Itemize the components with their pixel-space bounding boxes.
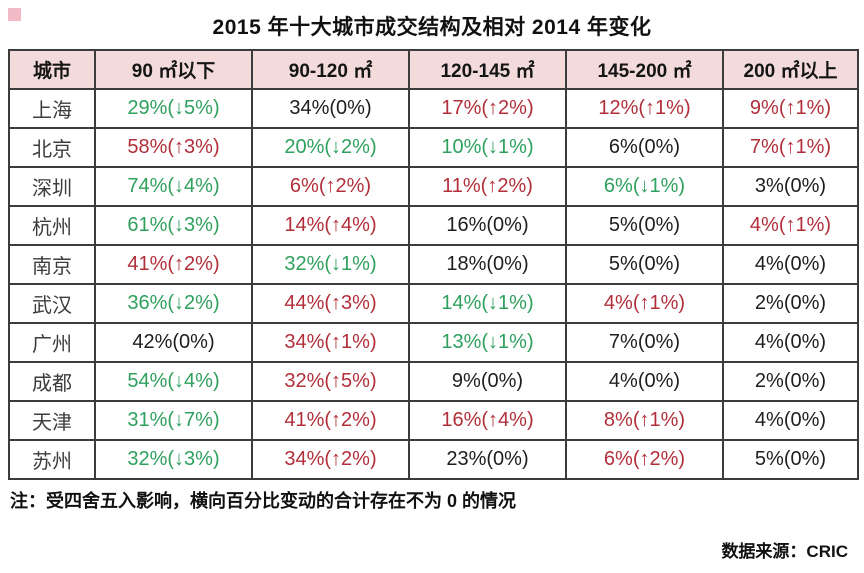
value-cell: 11%(↑2%) (408, 166, 567, 207)
table-row: 天津 31%(↓7%) 41%(↑2%) 16%(↑4%) 8%(↑1%) 4%(0%) (8, 400, 859, 441)
value-cell: 34%(↑1%) (251, 322, 410, 363)
value-cell: 16%(↑4%) (408, 400, 567, 441)
value-cell: 9%(↑1%) (722, 88, 859, 129)
city-cell: 广州 (8, 322, 96, 363)
city-cell: 成都 (8, 361, 96, 402)
value-cell: 31%(↓7%) (94, 400, 253, 441)
value-cell: 32%(↓3%) (94, 439, 253, 480)
value-cell: 6%(↓1%) (565, 166, 724, 207)
col-header-under-90: 90 ㎡以下 (94, 49, 253, 90)
city-cell: 武汉 (8, 283, 96, 324)
value-cell: 17%(↑2%) (408, 88, 567, 129)
value-cell: 36%(↓2%) (94, 283, 253, 324)
value-cell: 6%(↑2%) (565, 439, 724, 480)
city-cell: 深圳 (8, 166, 96, 207)
value-cell: 13%(↓1%) (408, 322, 567, 363)
table-row: 杭州 61%(↓3%) 14%(↑4%) 16%(0%) 5%(0%) 4%(↑1%) (8, 205, 859, 246)
value-cell: 6%(0%) (565, 127, 724, 168)
value-cell: 34%(0%) (251, 88, 410, 129)
value-cell: 6%(↑2%) (251, 166, 410, 207)
table-row: 南京 41%(↑2%) 32%(↓1%) 18%(0%) 5%(0%) 4%(0%) (8, 244, 859, 285)
value-cell: 12%(↑1%) (565, 88, 724, 129)
value-cell: 9%(0%) (408, 361, 567, 402)
value-cell: 74%(↓4%) (94, 166, 253, 207)
table-row: 广州 42%(0%) 34%(↑1%) 13%(↓1%) 7%(0%) 4%(0%) (8, 322, 859, 363)
data-source: 数据来源：CRIC (721, 542, 848, 561)
col-header-145-200: 145-200 ㎡ (565, 49, 724, 90)
value-cell: 32%(↓1%) (251, 244, 410, 285)
value-cell: 14%(↑4%) (251, 205, 410, 246)
value-cell: 2%(0%) (722, 361, 859, 402)
table-row: 北京 58%(↑3%) 20%(↓2%) 10%(↓1%) 6%(0%) 7%(↑1%) (8, 127, 859, 168)
col-header-120-145: 120-145 ㎡ (408, 49, 567, 90)
footnote: 注：受四舍五入影响，横向百分比变动的合计存在不为 0 的情况 (10, 491, 517, 511)
city-cell: 南京 (8, 244, 96, 285)
value-cell: 58%(↑3%) (94, 127, 253, 168)
table-row: 苏州 32%(↓3%) 34%(↑2%) 23%(0%) 6%(↑2%) 5%(0%) (8, 439, 859, 480)
value-cell: 23%(0%) (408, 439, 567, 480)
header-row: 城市 90 ㎡以下 90-120 ㎡ 120-145 ㎡ 145-200 ㎡ 2… (8, 49, 859, 90)
value-cell: 4%(0%) (722, 400, 859, 441)
value-cell: 41%(↑2%) (94, 244, 253, 285)
chart-title: 2015 年十大城市成交结构及相对 2014 年变化 (212, 16, 652, 39)
col-header-city: 城市 (8, 49, 96, 90)
value-cell: 7%(0%) (565, 322, 724, 363)
value-cell: 20%(↓2%) (251, 127, 410, 168)
value-cell: 5%(0%) (722, 439, 859, 480)
data-table: 城市 90 ㎡以下 90-120 ㎡ 120-145 ㎡ 145-200 ㎡ 2… (8, 49, 859, 480)
table-row: 上海 29%(↓5%) 34%(0%) 17%(↑2%) 12%(↑1%) 9%(↑1%) (8, 88, 859, 129)
value-cell: 10%(↓1%) (408, 127, 567, 168)
value-cell: 4%(↑1%) (722, 205, 859, 246)
city-cell: 上海 (8, 88, 96, 129)
value-cell: 4%(0%) (565, 361, 724, 402)
value-cell: 2%(0%) (722, 283, 859, 324)
city-cell: 天津 (8, 400, 96, 441)
value-cell: 5%(0%) (565, 205, 724, 246)
city-cell: 苏州 (8, 439, 96, 480)
city-cell: 北京 (8, 127, 96, 168)
value-cell: 14%(↓1%) (408, 283, 567, 324)
value-cell: 3%(0%) (722, 166, 859, 207)
table-row: 深圳 74%(↓4%) 6%(↑2%) 11%(↑2%) 6%(↓1%) 3%(0%) (8, 166, 859, 207)
value-cell: 44%(↑3%) (251, 283, 410, 324)
value-cell: 32%(↑5%) (251, 361, 410, 402)
value-cell: 4%(↑1%) (565, 283, 724, 324)
value-cell: 61%(↓3%) (94, 205, 253, 246)
col-header-90-120: 90-120 ㎡ (251, 49, 410, 90)
value-cell: 34%(↑2%) (251, 439, 410, 480)
value-cell: 41%(↑2%) (251, 400, 410, 441)
value-cell: 5%(0%) (565, 244, 724, 285)
value-cell: 29%(↓5%) (94, 88, 253, 129)
value-cell: 18%(0%) (408, 244, 567, 285)
value-cell: 8%(↑1%) (565, 400, 724, 441)
col-header-over-200: 200 ㎡以上 (722, 49, 859, 90)
corner-mark (8, 8, 21, 21)
value-cell: 54%(↓4%) (94, 361, 253, 402)
value-cell: 16%(0%) (408, 205, 567, 246)
value-cell: 42%(0%) (94, 322, 253, 363)
value-cell: 4%(0%) (722, 244, 859, 285)
table-row: 武汉 36%(↓2%) 44%(↑3%) 14%(↓1%) 4%(↑1%) 2%(0%) (8, 283, 859, 324)
table-row: 成都 54%(↓4%) 32%(↑5%) 9%(0%) 4%(0%) 2%(0%) (8, 361, 859, 402)
value-cell: 4%(0%) (722, 322, 859, 363)
city-cell: 杭州 (8, 205, 96, 246)
value-cell: 7%(↑1%) (722, 127, 859, 168)
